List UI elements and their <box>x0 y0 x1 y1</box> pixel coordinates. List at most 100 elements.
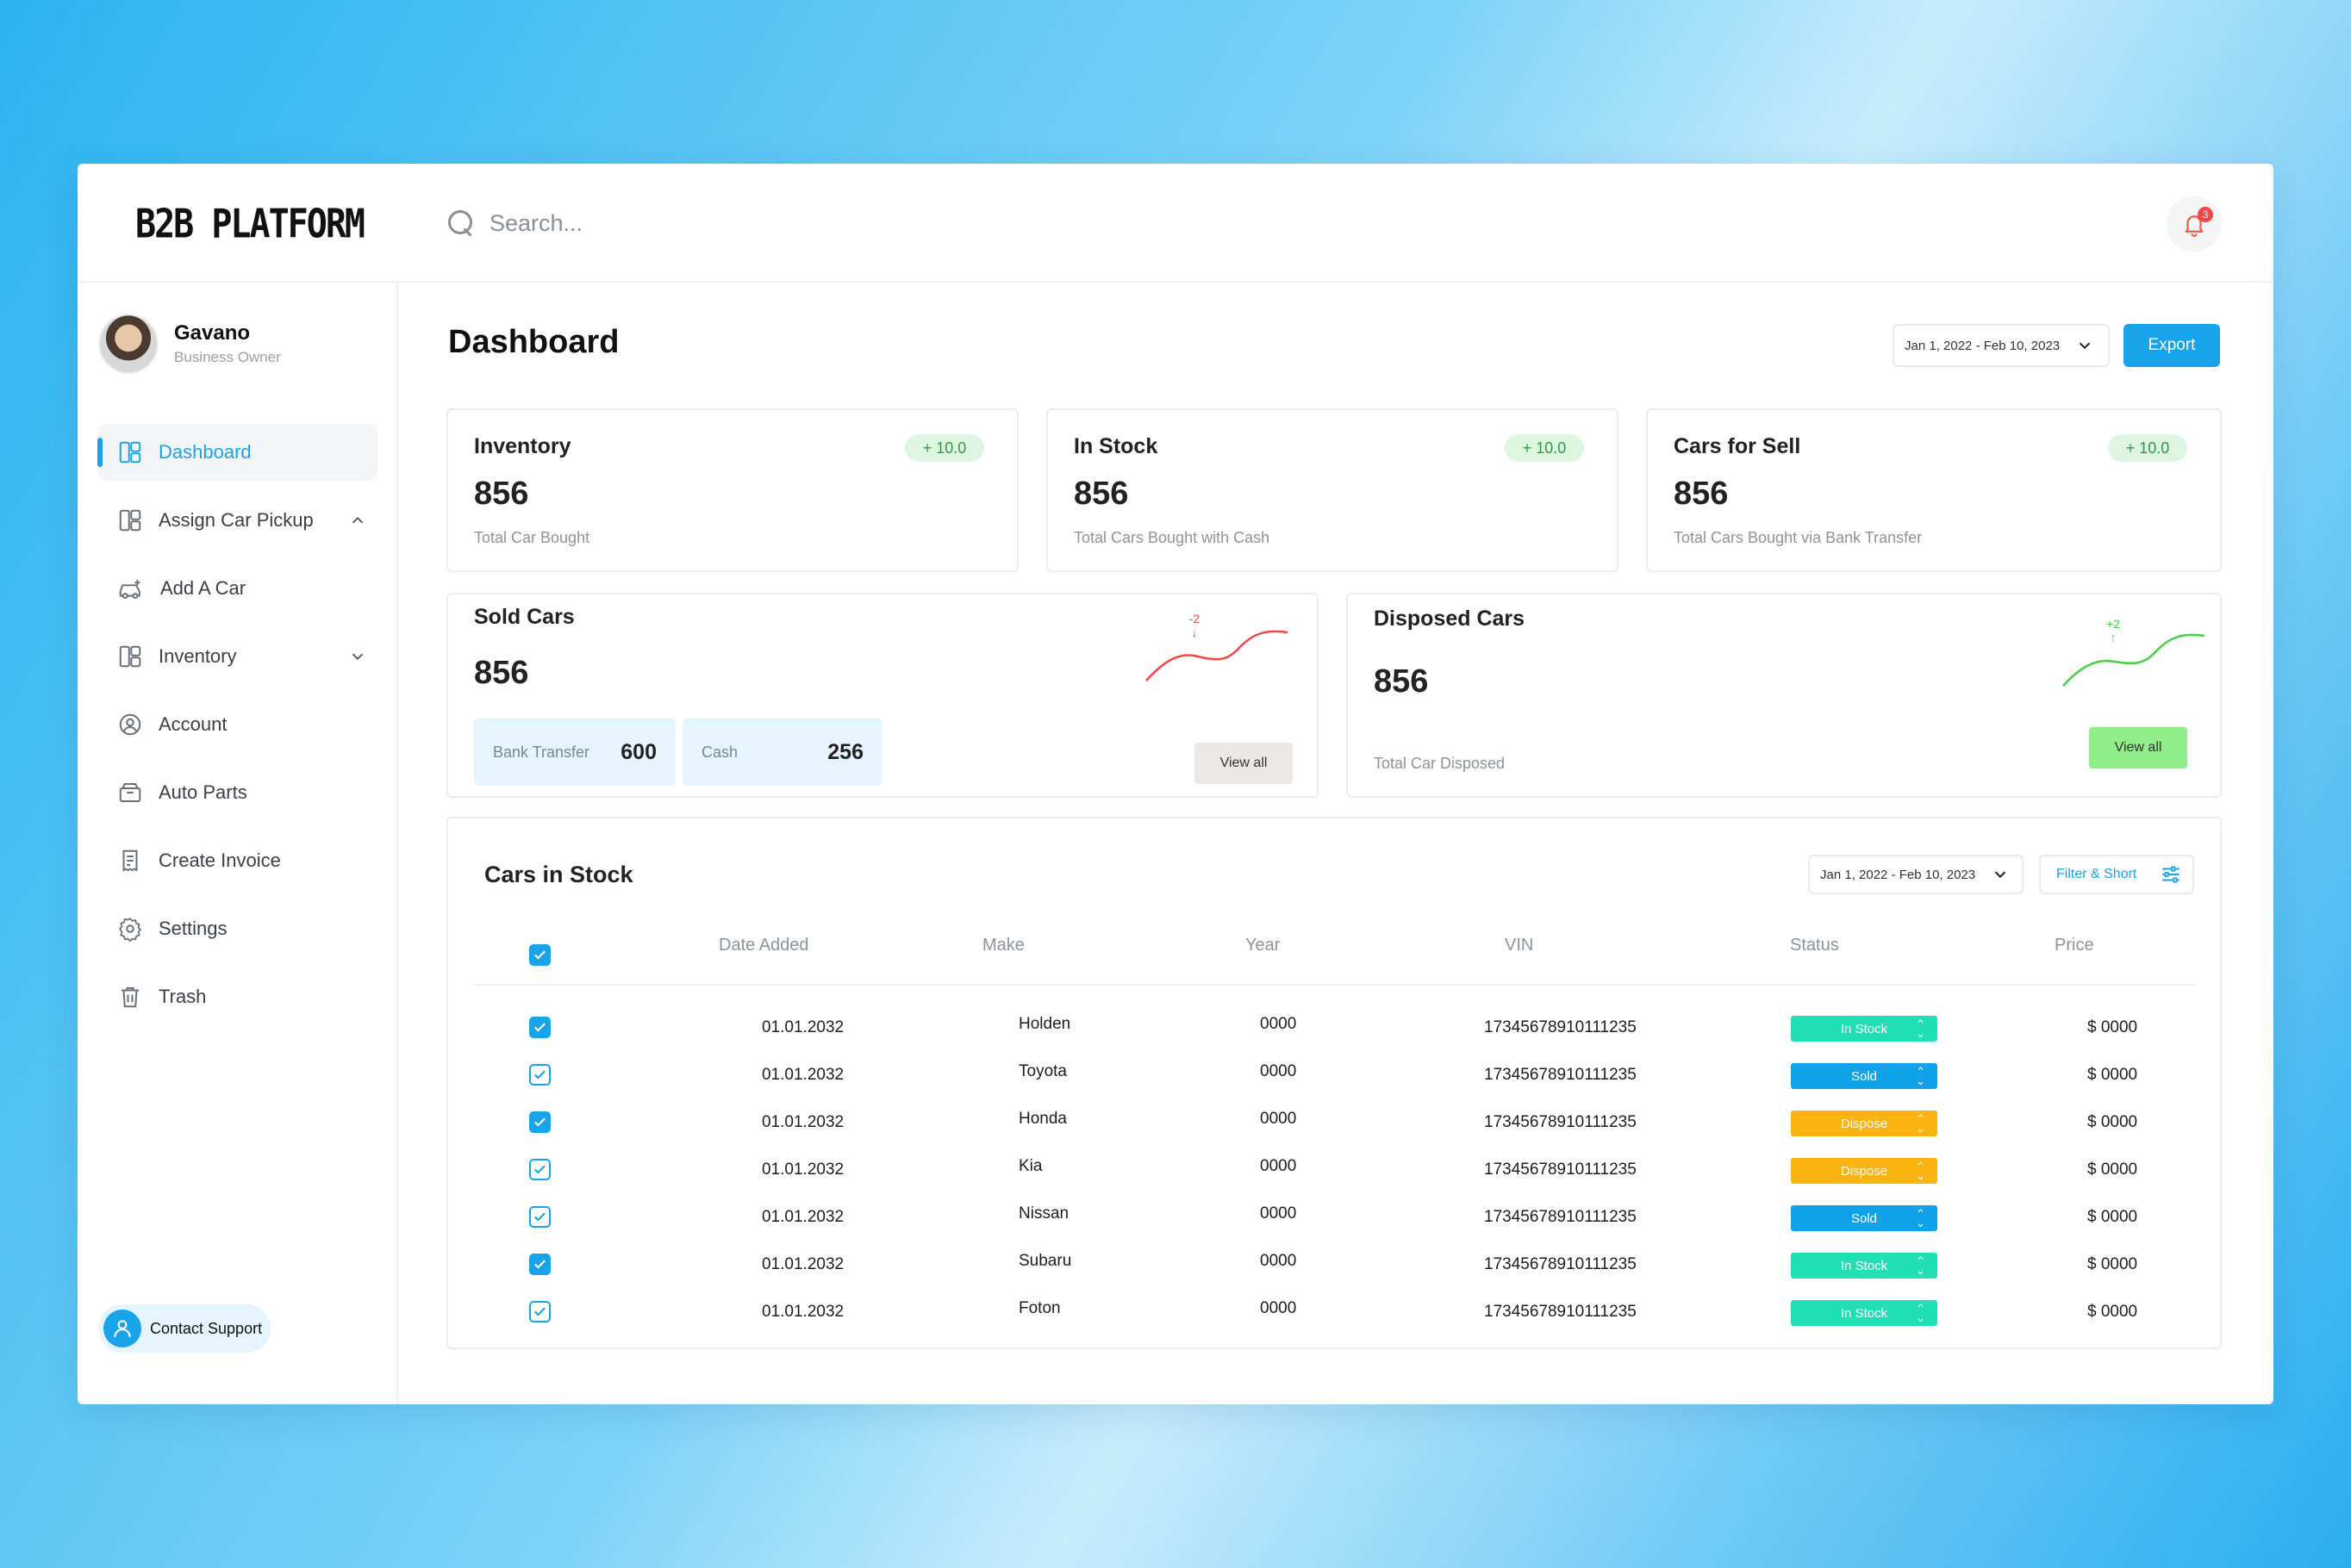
stat-title: Inventory <box>474 434 571 458</box>
sidebar-item-account[interactable]: Account <box>98 696 377 753</box>
table-row[interactable]: 01.01.2032 Nissan 0000 17345678910111235 $ 0… <box>474 1194 2194 1241</box>
row-checkbox[interactable] <box>529 1111 551 1133</box>
table-row[interactable]: 01.01.2032 Kia 0000 17345678910111235 $ 0000… <box>474 1147 2194 1194</box>
sidebar-item-auto-parts[interactable]: Auto Parts <box>98 764 377 821</box>
view-all-button[interactable]: View all <box>2089 727 2187 768</box>
column-header-status[interactable]: Status <box>1790 936 1839 955</box>
sidebar-item-label: Create Invoice <box>159 849 281 871</box>
status-label: Dispose <box>1840 1163 1888 1179</box>
table-row[interactable]: 01.01.2032 Toyota 0000 17345678910111235 $ 0… <box>474 1052 2194 1099</box>
table-title: Cars in Stock <box>484 862 633 887</box>
profile-role: Business Owner <box>174 349 281 365</box>
sidebar-item-assign-car-pickup[interactable]: Assign Car Pickup <box>98 492 377 549</box>
cell-year: 0000 <box>1260 1062 1297 1080</box>
table-date-range-picker[interactable]: Jan 1, 2022 - Feb 10, 2023 <box>1808 855 2024 894</box>
notification-button[interactable]: 3 <box>2167 196 2222 252</box>
sort-arrows-icon: ⌃ ⌄ <box>1916 1207 1925 1229</box>
sort-arrows-icon: ⌃ ⌄ <box>1916 1302 1925 1324</box>
row-checkbox[interactable] <box>529 1064 551 1086</box>
cash-box: Cash 256 <box>683 719 882 786</box>
user-profile[interactable]: Gavano Business Owner <box>98 314 281 374</box>
sort-arrows-icon: ⌃ ⌄ <box>1916 1017 1925 1040</box>
select-all-checkbox[interactable] <box>529 944 551 966</box>
status-select[interactable]: In Stock ⌃ ⌄ <box>1791 1253 1937 1279</box>
sidebar-item-label: Inventory <box>159 645 237 667</box>
trend-label: -2 <box>1188 612 1200 625</box>
sidebar-item-label: Auto Parts <box>159 781 247 803</box>
row-checkbox[interactable] <box>529 1254 551 1275</box>
box-icon <box>119 783 141 802</box>
cell-vin: 17345678910111235 <box>1484 1066 1637 1084</box>
column-header-date-added[interactable]: Date Added <box>719 936 809 955</box>
cell-make: Foton <box>1019 1299 1061 1317</box>
sidebar-item-inventory[interactable]: Inventory <box>98 628 377 685</box>
stat-subtitle: Total Cars Bought with Cash <box>1074 529 1270 546</box>
column-header-price[interactable]: Price <box>2055 936 2094 955</box>
chevron-down-icon <box>1994 871 2006 879</box>
sort-arrows-icon: ⌃ ⌄ <box>1916 1112 1925 1135</box>
column-header-make[interactable]: Make <box>982 936 1025 955</box>
status-label: In Stock <box>1840 1021 1888 1036</box>
cell-price: $ 0000 <box>2087 1303 2138 1321</box>
sidebar-item-create-invoice[interactable]: Create Invoice <box>98 832 377 889</box>
status-label: In Stock <box>1840 1258 1888 1273</box>
filter-sort-label: Filter & Short <box>2056 867 2137 881</box>
cell-vin: 17345678910111235 <box>1484 1018 1637 1036</box>
disposed-cars-subtitle: Total Car Disposed <box>1374 755 1506 772</box>
sidebar-item-settings[interactable]: Settings <box>98 900 377 957</box>
cell-vin: 17345678910111235 <box>1484 1160 1637 1179</box>
status-select[interactable]: Sold ⌃ ⌄ <box>1791 1063 1937 1089</box>
trend-label: +2 <box>2106 617 2120 631</box>
search-bar[interactable]: Search... <box>446 202 963 245</box>
view-all-button[interactable]: View all <box>1194 743 1293 784</box>
row-checkbox[interactable] <box>529 1206 551 1228</box>
status-select[interactable]: In Stock ⌃ ⌄ <box>1791 1300 1937 1326</box>
filter-sort-button[interactable]: Filter & Short <box>2039 855 2194 894</box>
table-row[interactable]: 01.01.2032 Honda 0000 17345678910111235 $ 00… <box>474 1099 2194 1147</box>
column-header-vin[interactable]: VIN <box>1505 936 1534 955</box>
status-select[interactable]: Dispose ⌃ ⌄ <box>1791 1111 1937 1136</box>
contact-support-button[interactable]: Contact Support <box>98 1304 271 1353</box>
cell-date-added: 01.01.2032 <box>762 1066 845 1084</box>
stat-card-inventory: Inventory + 10.0 856 Total Car Bought <box>446 408 1019 572</box>
date-range-picker[interactable]: Jan 1, 2022 - Feb 10, 2023 <box>1893 324 2110 367</box>
table-row[interactable]: 01.01.2032 Foton 0000 17345678910111235 $ 00… <box>474 1289 2194 1336</box>
cell-make: Subaru <box>1019 1252 1072 1270</box>
status-select[interactable]: In Stock ⌃ ⌄ <box>1791 1016 1937 1042</box>
stat-value: 856 <box>1674 476 1729 512</box>
column-header-year[interactable]: Year <box>1245 936 1281 955</box>
cell-year: 0000 <box>1260 1204 1297 1223</box>
sidebar-item-dashboard[interactable]: Dashboard <box>97 424 377 481</box>
cell-date-added: 01.01.2032 <box>762 1113 845 1131</box>
check-icon <box>534 1307 546 1316</box>
sidebar-item-label: Account <box>159 713 228 735</box>
search-input[interactable]: Search... <box>490 209 583 236</box>
sold-cars-card: Sold Cars 856 Bank Transfer 600 Cash 256… <box>446 593 1319 798</box>
dashboard-icon <box>119 441 141 464</box>
sidebar-item-trash[interactable]: Trash <box>98 968 377 1025</box>
row-checkbox[interactable] <box>529 1301 551 1322</box>
bank-transfer-box: Bank Transfer 600 <box>474 719 676 786</box>
bank-transfer-label: Bank Transfer <box>493 743 590 761</box>
status-select[interactable]: Sold ⌃ ⌄ <box>1791 1205 1937 1231</box>
chevron-down-icon[interactable] <box>348 647 367 666</box>
cell-year: 0000 <box>1260 1252 1297 1270</box>
disposed-cars-title: Disposed Cars <box>1374 607 1525 631</box>
status-select[interactable]: Dispose ⌃ ⌄ <box>1791 1158 1937 1184</box>
sidebar-item-add-a-car[interactable]: Add A Car <box>98 560 377 617</box>
table-row[interactable]: 01.01.2032 Subaru 0000 17345678910111235 $ 0… <box>474 1241 2194 1289</box>
profile-name: Gavano <box>174 321 251 345</box>
export-button[interactable]: Export <box>2123 324 2220 367</box>
check-icon <box>534 1117 546 1127</box>
table-row[interactable]: 01.01.2032 Holden 0000 17345678910111235 $ 0… <box>474 1005 2194 1052</box>
chevron-up-icon[interactable] <box>348 511 367 530</box>
check-icon <box>534 1070 546 1080</box>
cell-make: Nissan <box>1019 1204 1069 1223</box>
page-title: Dashboard <box>448 324 620 360</box>
cell-date-added: 01.01.2032 <box>762 1255 845 1273</box>
cell-date-added: 01.01.2032 <box>762 1208 845 1226</box>
row-checkbox[interactable] <box>529 1017 551 1038</box>
cell-date-added: 01.01.2032 <box>762 1160 845 1179</box>
row-checkbox[interactable] <box>529 1159 551 1180</box>
sort-arrows-icon: ⌃ ⌄ <box>1916 1254 1925 1277</box>
